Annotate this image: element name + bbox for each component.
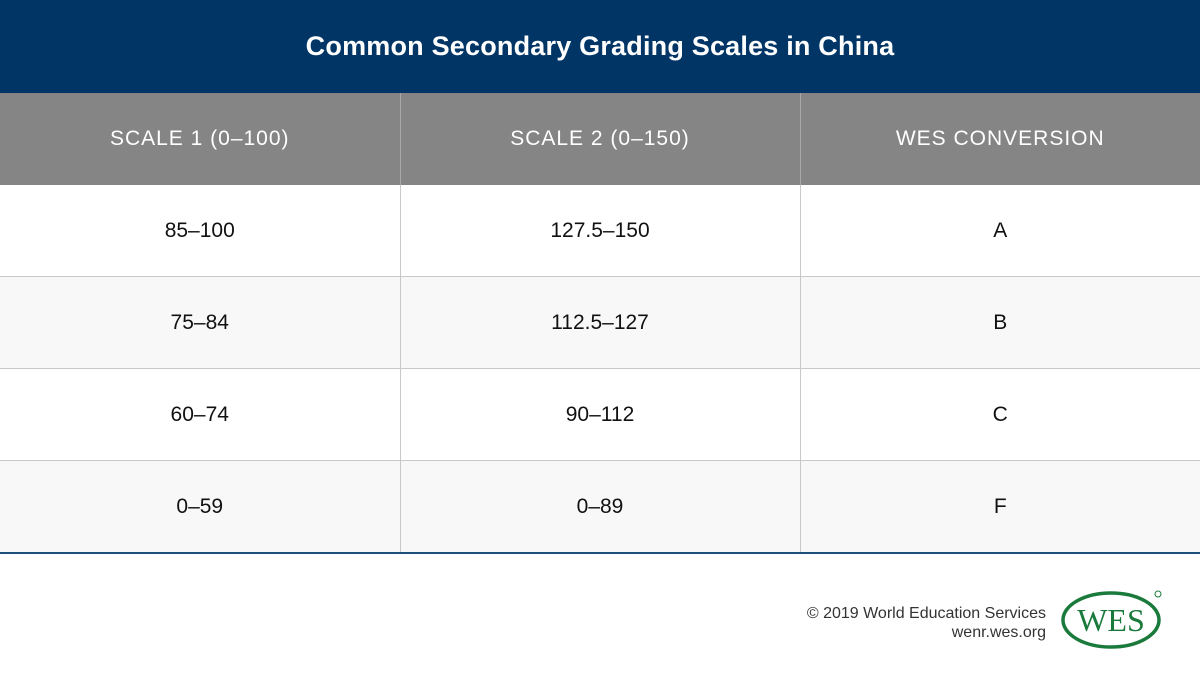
website-link[interactable]: wenr.wes.org [951, 624, 1046, 641]
table-row: 0–59 0–89 F [0, 460, 1200, 554]
table-cell: 90–112 [400, 368, 801, 461]
copyright-text: © 2019 World Education Services [806, 605, 1046, 622]
wes-logo: WES [1061, 590, 1162, 649]
page-title: Common Secondary Grading Scales in China [0, 0, 1200, 93]
table-row: 60–74 90–112 C [0, 368, 1200, 461]
column-header-wes-conversion: WES CONVERSION [800, 93, 1200, 185]
grading-scale-table: SCALE 1 (0–100) SCALE 2 (0–150) WES CONV… [0, 93, 1200, 554]
table-cell: 0–59 [0, 460, 401, 554]
table-cell: 60–74 [0, 368, 401, 461]
table-cell: 112.5–127 [400, 276, 801, 369]
table-row: 75–84 112.5–127 B [0, 276, 1200, 369]
table-row: 85–100 127.5–150 A [0, 185, 1200, 277]
table-cell: 0–89 [400, 460, 801, 554]
table-cell: 127.5–150 [400, 185, 801, 277]
table-cell: C [800, 368, 1200, 461]
table-header-row: SCALE 1 (0–100) SCALE 2 (0–150) WES CONV… [0, 93, 1200, 185]
table-cell: 75–84 [0, 276, 401, 369]
table-cell: F [800, 460, 1200, 554]
table-cell: 85–100 [0, 185, 401, 277]
footer-credits: © 2019 World Education Services wenr.wes… [807, 604, 1046, 642]
column-header-scale-2: SCALE 2 (0–150) [400, 93, 801, 185]
registered-mark-icon [1154, 590, 1162, 598]
column-header-scale-1: SCALE 1 (0–100) [0, 93, 401, 185]
logo-ring [1061, 591, 1161, 649]
logo-text: WES [1077, 602, 1145, 638]
table-cell: B [800, 276, 1200, 369]
table-cell: A [800, 185, 1200, 277]
